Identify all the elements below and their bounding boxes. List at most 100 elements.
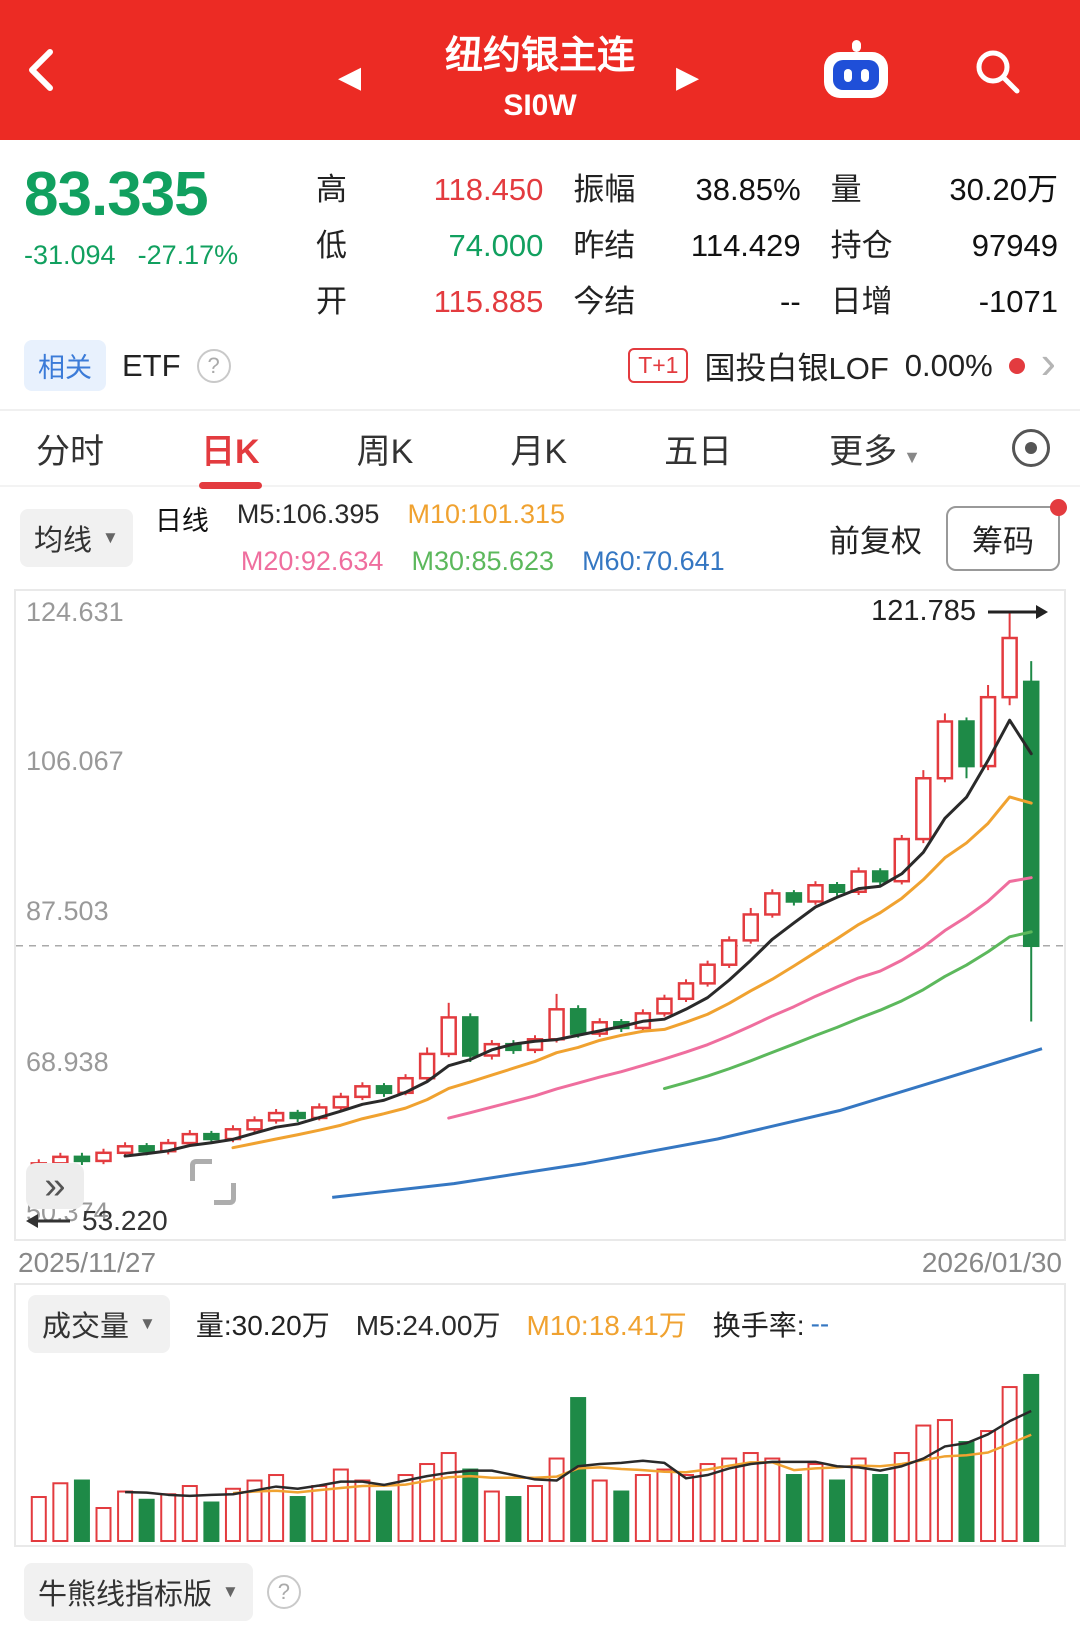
ma-selector-chip[interactable]: 均线 ▼ (20, 509, 133, 567)
field-value: -- (780, 284, 801, 319)
symbol-code: SI0W (503, 89, 577, 122)
field-value: 115.885 (433, 284, 544, 319)
title-block: 纽约银主连 SI0W (0, 24, 1080, 123)
quote-row-amplitude: 振幅 38.85% (573, 164, 800, 212)
chip-distribution-label: 筹码 (972, 523, 1034, 559)
ma-line-1: 日线 M5:106.395 M10:101.315 (155, 499, 725, 538)
field-label: 日增 (830, 284, 893, 319)
tab-more[interactable]: 更多 ▼ (823, 408, 927, 489)
fast-forward-button[interactable]: » (26, 1163, 84, 1209)
tab-daily-k[interactable]: 日K (195, 408, 266, 489)
ma-chip-label: 均线 (34, 525, 93, 557)
field-label: 持仓 (830, 228, 893, 263)
ma60-value: M60:70.641 (582, 546, 725, 576)
field-value: 38.85% (695, 172, 801, 207)
volume-ma5: M5:24.00万 (355, 1310, 501, 1341)
tab-minute[interactable]: 分时 (36, 432, 104, 471)
ma-toolbar-right: 前复权 筹码 (829, 498, 1067, 571)
caret-down-icon: ▼ (139, 1314, 156, 1333)
app-header: ◀ 纽约银主连 SI0W ▶ (0, 0, 1080, 140)
volume-indicator-chip[interactable]: 成交量 ▼ (28, 1295, 170, 1353)
turnover-value: -- (810, 1308, 830, 1339)
red-dot-badge (1008, 357, 1025, 374)
quote-panel: 83.335 -31.094 -27.17% 高 118.450 低 74.000 … (0, 140, 1080, 334)
volume-header: 成交量 ▼ 量:30.20万 M5:24.00万 M10:18.41万 换手率: … (16, 1285, 1064, 1355)
y-axis-label: 106.067 (26, 745, 124, 776)
field-value: 118.450 (433, 172, 544, 207)
caret-down-icon: ▼ (903, 446, 921, 467)
date-start: 2025/11/27 (18, 1247, 157, 1278)
field-value: 30.20万 (949, 172, 1058, 207)
quote-col-2: 振幅 38.85% 昨结 114.429 今结 -- (543, 164, 800, 324)
price-change: -31.094 (24, 240, 116, 270)
quote-row-volume: 量 30.20万 (831, 164, 1058, 212)
quote-row-high: 高 118.450 (316, 164, 543, 212)
candlestick-chart[interactable]: 124.631 106.067 87.503 68.938 50.374 121.785… (14, 589, 1066, 1241)
max-price-marker: 121.785 (871, 595, 1050, 628)
field-value: 74.000 (448, 228, 544, 263)
quote-row-open: 开 115.885 (316, 276, 543, 324)
related-fund[interactable]: T+1 国投白银LOF 0.00% › (628, 339, 1056, 388)
price-change-pct: -27.17% (137, 240, 239, 270)
assistant-robot-icon[interactable] (824, 40, 888, 98)
field-label: 低 (316, 228, 347, 263)
screenshot-region-icon[interactable] (190, 1159, 236, 1205)
volume-panel[interactable]: 成交量 ▼ 量:30.20万 M5:24.00万 M10:18.41万 换手率: … (14, 1283, 1066, 1547)
adjust-mode-button[interactable]: 前复权 (829, 523, 922, 559)
page-title: 纽约银主连 (444, 35, 635, 77)
related-badge: 相关 (24, 340, 106, 391)
tab-more-label: 更多 (829, 432, 898, 471)
caret-down-icon: ▼ (222, 1582, 239, 1601)
info-question-icon[interactable]: ? (196, 348, 231, 383)
tab-monthly-k[interactable]: 月K (510, 432, 568, 471)
y-axis-label: 68.938 (26, 1046, 109, 1077)
field-label: 开 (316, 284, 347, 319)
quote-row-today-settle: 今结 -- (573, 276, 800, 324)
notification-dot (1050, 498, 1067, 516)
field-label: 量 (830, 172, 862, 207)
quote-row-prev-settle: 昨结 114.429 (573, 220, 800, 268)
chart-settings-icon[interactable] (1011, 429, 1050, 467)
etf-label: ETF (122, 347, 181, 383)
quote-col-1: 高 118.450 低 74.000 开 115.885 (286, 164, 543, 324)
bull-bear-indicator-chip[interactable]: 牛熊线指标版 ▼ (24, 1563, 253, 1621)
info-question-icon[interactable]: ? (266, 1575, 301, 1609)
min-price-value: 53.220 (82, 1205, 168, 1236)
caret-down-icon: ▼ (102, 528, 119, 547)
y-axis-label: 124.631 (26, 597, 124, 627)
volume-ma10: M10:18.41万 (526, 1310, 687, 1341)
last-price: 83.335 (24, 160, 209, 229)
ma-line-2: M20:92.634 M30:85.623 M60:70.641 (241, 546, 725, 577)
prev-contract-arrow-icon[interactable]: ◀ (338, 61, 362, 94)
tab-weekly-k[interactable]: 周K (356, 432, 414, 471)
arrow-right-icon (988, 604, 1048, 619)
volume-svg (30, 1373, 1040, 1543)
quote-row-open-interest: 持仓 97949 (831, 220, 1058, 268)
field-label: 振幅 (573, 172, 636, 207)
field-value: 97949 (971, 228, 1058, 263)
date-end: 2026/01/30 (921, 1247, 1062, 1278)
next-contract-arrow-icon[interactable]: ▶ (676, 61, 700, 94)
tab-five-day[interactable]: 五日 (664, 432, 733, 471)
quote-fields: 高 118.450 低 74.000 开 115.885 振幅 38.85% 昨结 114… (286, 164, 1058, 324)
back-icon[interactable] (16, 44, 68, 96)
ma-values: 日线 M5:106.395 M10:101.315 M20:92.634 M30… (155, 499, 725, 577)
ma10-value: M10:101.315 (407, 499, 566, 529)
chip-distribution-button[interactable]: 筹码 (946, 498, 1067, 571)
field-label: 昨结 (573, 228, 636, 263)
ma20-value: M20:92.634 (240, 546, 384, 576)
chevron-right-icon[interactable]: › (1040, 335, 1056, 388)
fund-change-pct: 0.00% (904, 347, 993, 383)
y-axis-label: 87.503 (26, 896, 109, 926)
tplus1-badge: T+1 (628, 348, 689, 383)
field-label: 高 (316, 172, 347, 207)
ma-toolbar: 均线 ▼ 日线 M5:106.395 M10:101.315 M20:92.634… (0, 487, 1080, 585)
candlestick-svg (16, 611, 1064, 1199)
fund-name: 国投白银LOF (704, 351, 889, 386)
period-label: 日线 (154, 506, 209, 536)
max-price-value: 121.785 (871, 595, 976, 627)
search-icon[interactable] (972, 46, 1022, 96)
price-change-row: -31.094 -27.17% (24, 240, 286, 271)
related-row: 相关 ETF ? T+1 国投白银LOF 0.00% › (0, 334, 1080, 411)
